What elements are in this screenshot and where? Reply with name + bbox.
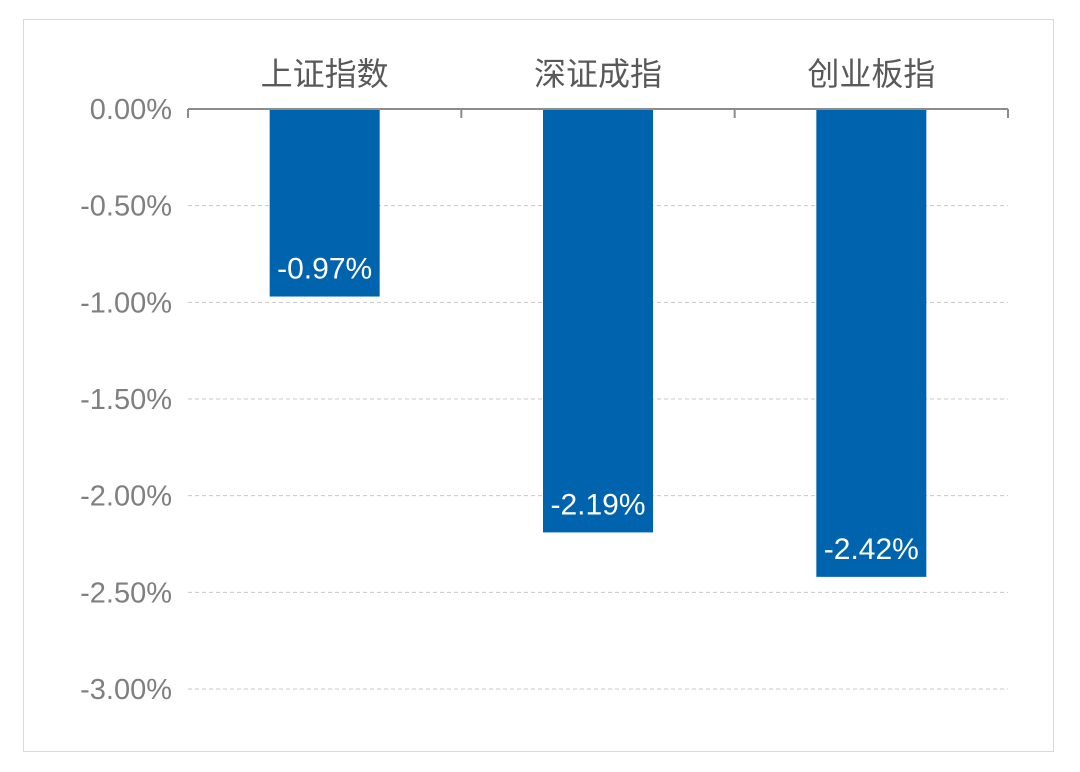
y-axis-tick-labels: 0.00% -0.50% -1.00% -1.50% -2.00% -2.50% -3.00… <box>80 94 172 706</box>
y-tick-label: -2.00% <box>80 481 172 513</box>
category-label: 创业板指 <box>807 55 935 93</box>
category-labels: 上证指数 深证成指 创业板指 <box>261 55 936 93</box>
y-tick-label: -1.50% <box>80 384 172 416</box>
category-label: 上证指数 <box>261 55 389 93</box>
bar-value-label: -2.19% <box>550 488 645 521</box>
bar <box>543 109 653 533</box>
bar-value-label: -2.42% <box>824 533 919 566</box>
bar <box>269 109 380 297</box>
y-tick-label: -0.50% <box>80 191 172 223</box>
y-tick-label: 0.00% <box>90 94 172 126</box>
data-labels: -0.97% -2.19% -2.42% <box>277 253 919 566</box>
y-tick-label: -1.00% <box>80 287 172 319</box>
y-tick-label: -2.50% <box>80 577 172 609</box>
y-tick-label: -3.00% <box>80 674 172 706</box>
bar <box>816 109 927 577</box>
category-label: 深证成指 <box>534 55 662 93</box>
bar-value-label: -0.97% <box>277 253 372 286</box>
x-axis <box>187 108 1009 118</box>
bars <box>269 109 927 577</box>
